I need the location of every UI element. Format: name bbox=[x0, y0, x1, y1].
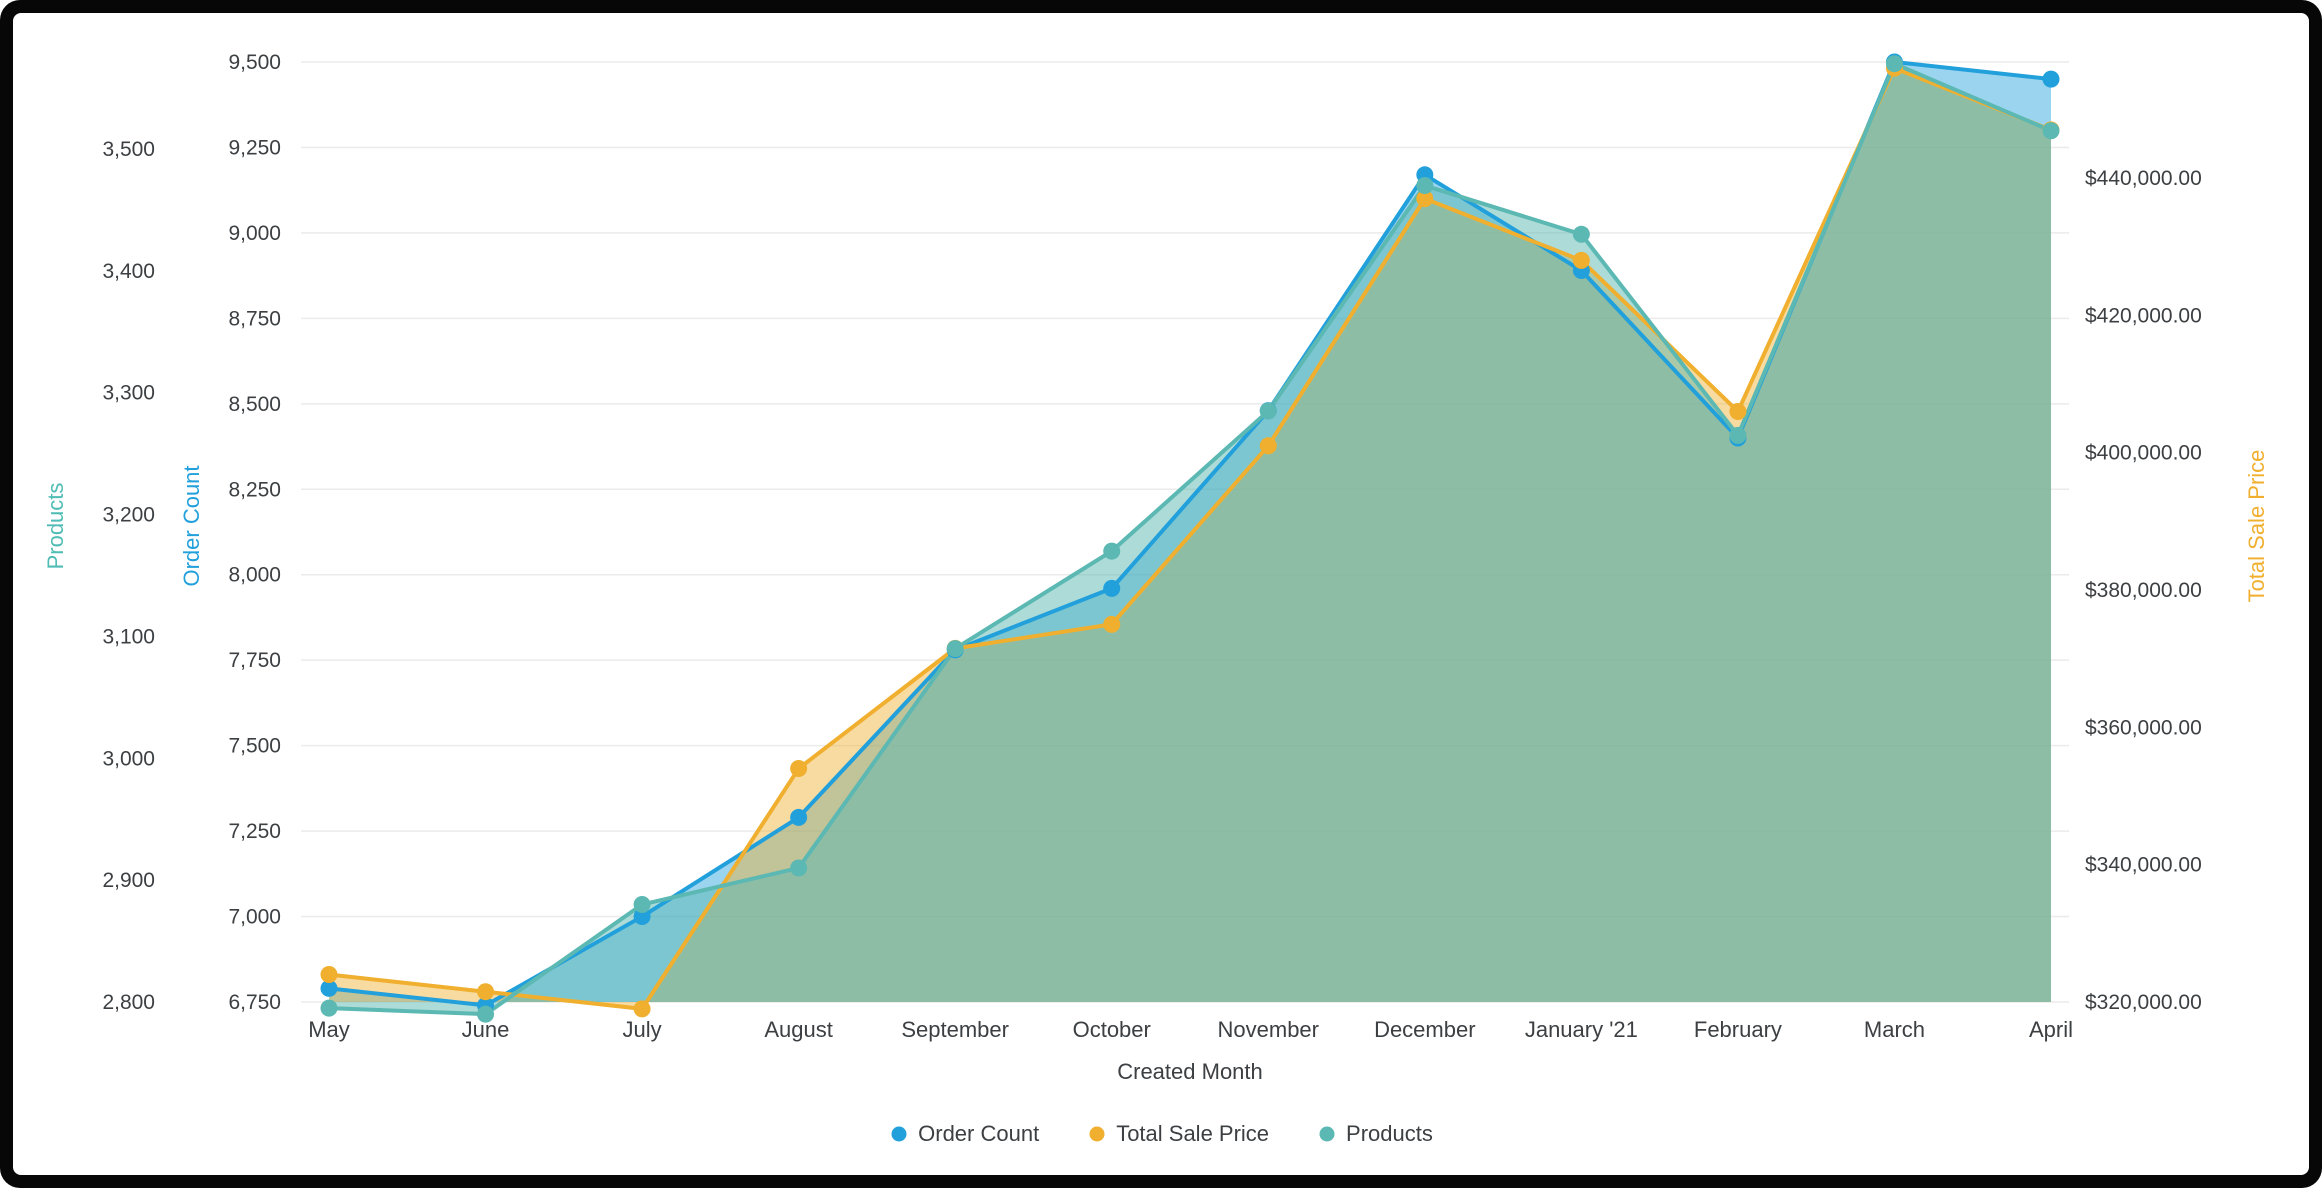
order_count-tick-label: 9,000 bbox=[228, 222, 281, 245]
line-total-sale-price bbox=[327, 66, 2053, 1011]
x-tick-label: June bbox=[462, 1017, 510, 1042]
legend-label: Products bbox=[1346, 1121, 1433, 1146]
order_count-tick-label: 8,750 bbox=[228, 307, 281, 330]
area-products bbox=[329, 63, 2051, 1015]
products-tick-label: 3,300 bbox=[102, 382, 155, 405]
x-tick-label: December bbox=[1374, 1017, 1475, 1042]
order_count-tick-label: 7,000 bbox=[228, 906, 281, 929]
legend-label: Order Count bbox=[918, 1121, 1040, 1146]
order-count-axis-title: Order Count bbox=[179, 465, 204, 587]
point-total-sale-price-october[interactable] bbox=[1103, 615, 1121, 633]
point-products-june[interactable] bbox=[477, 1005, 495, 1023]
point-order-count-august[interactable] bbox=[790, 808, 808, 826]
point-products-may[interactable] bbox=[320, 999, 338, 1017]
point-total-sale-price-february[interactable] bbox=[1729, 402, 1747, 420]
x-tick-label: July bbox=[623, 1017, 662, 1042]
point-total-sale-price-august[interactable] bbox=[790, 760, 808, 778]
point-products-january-21[interactable] bbox=[1572, 225, 1590, 243]
legend-item-order-count[interactable]: Order Count bbox=[889, 1121, 1039, 1147]
point-total-sale-price-january-21[interactable] bbox=[1572, 251, 1590, 269]
point-order-count-may[interactable] bbox=[320, 979, 338, 997]
x-tick-label: September bbox=[901, 1017, 1009, 1042]
order_count-tick-label: 8,250 bbox=[228, 478, 281, 501]
order_count-tick-label: 9,250 bbox=[228, 136, 281, 159]
products-tick-label: 3,400 bbox=[102, 260, 155, 283]
total_sale_price-tick-label: $340,000.00 bbox=[2085, 854, 2202, 877]
chart-panel: 6,750 7,000 7,250 7,500 7,750 8,000 8,250 8,500… bbox=[13, 13, 2309, 1175]
order_count-tick-label: 7,750 bbox=[228, 649, 281, 672]
point-products-march[interactable] bbox=[1885, 55, 1903, 73]
total_sale_price-tick-label: $380,000.00 bbox=[2085, 579, 2202, 602]
products-tick-label: 2,800 bbox=[102, 991, 155, 1014]
point-total-sale-price-may[interactable] bbox=[320, 966, 338, 984]
total-sale-price-axis-title: Total Sale Price bbox=[2244, 449, 2269, 603]
x-axis-title: Created Month bbox=[1117, 1059, 1263, 1084]
point-products-september[interactable] bbox=[946, 640, 964, 658]
products-axis-title: Products bbox=[43, 482, 68, 570]
total_sale_price-tick-label: $320,000.00 bbox=[2085, 991, 2202, 1014]
total_sale_price-tick-label: $440,000.00 bbox=[2085, 167, 2202, 190]
point-products-february[interactable] bbox=[1729, 426, 1747, 444]
products-tick-label: 2,900 bbox=[102, 869, 155, 892]
order_count-tick-label: 6,750 bbox=[228, 991, 281, 1014]
total_sale_price-tick-label: $420,000.00 bbox=[2085, 304, 2202, 327]
line-products bbox=[327, 61, 2053, 1017]
x-tick-label: May bbox=[308, 1017, 350, 1042]
point-products-november[interactable] bbox=[1259, 402, 1277, 420]
point-products-april[interactable] bbox=[2042, 122, 2060, 140]
point-total-sale-price-july[interactable] bbox=[633, 1000, 651, 1018]
x-tick-label: October bbox=[1073, 1017, 1151, 1042]
area-chart[interactable]: 6,750 7,000 7,250 7,500 7,750 8,000 8,250 8,500… bbox=[13, 13, 2309, 1175]
point-products-december[interactable] bbox=[1416, 177, 1434, 195]
products-tick-label: 3,100 bbox=[102, 625, 155, 648]
x-tick-label: November bbox=[1218, 1017, 1319, 1042]
point-total-sale-price-november[interactable] bbox=[1259, 437, 1277, 455]
x-tick-label: April bbox=[2029, 1017, 2073, 1042]
point-order-count-october[interactable] bbox=[1103, 579, 1121, 597]
legend-label: Total Sale Price bbox=[1116, 1121, 1270, 1146]
x-tick-label: March bbox=[1864, 1017, 1925, 1042]
point-products-july[interactable] bbox=[633, 896, 651, 914]
legend-item-total-sale-price[interactable]: Total Sale Price bbox=[1087, 1121, 1269, 1147]
point-order-count-april[interactable] bbox=[2042, 70, 2060, 88]
products-tick-label: 3,200 bbox=[102, 504, 155, 527]
point-order-count-july[interactable] bbox=[633, 908, 651, 926]
legend-marker-order-count-icon bbox=[891, 1126, 907, 1142]
point-products-october[interactable] bbox=[1103, 542, 1121, 560]
total_sale_price-tick-label: $360,000.00 bbox=[2085, 716, 2202, 739]
point-products-august[interactable] bbox=[790, 859, 808, 877]
order_count-tick-label: 7,500 bbox=[228, 735, 281, 758]
x-tick-label: February bbox=[1694, 1017, 1782, 1042]
legend: Order Count Total Sale Price Products bbox=[13, 1121, 2309, 1147]
order_count-tick-label: 7,250 bbox=[228, 820, 281, 843]
order_count-tick-label: 8,500 bbox=[228, 393, 281, 416]
order_count-tick-label: 8,000 bbox=[228, 564, 281, 587]
products-tick-label: 3,500 bbox=[102, 138, 155, 161]
legend-marker-total-sale-price-icon bbox=[1089, 1126, 1105, 1142]
point-total-sale-price-december[interactable] bbox=[1416, 190, 1434, 208]
legend-item-products[interactable]: Products bbox=[1317, 1121, 1433, 1147]
total_sale_price-tick-label: $400,000.00 bbox=[2085, 442, 2202, 465]
products-tick-label: 3,000 bbox=[102, 747, 155, 770]
point-total-sale-price-june[interactable] bbox=[477, 983, 495, 1001]
x-tick-label: August bbox=[764, 1017, 833, 1042]
legend-marker-products-icon bbox=[1319, 1126, 1335, 1142]
x-tick-label: January '21 bbox=[1525, 1017, 1638, 1042]
order_count-tick-label: 9,500 bbox=[228, 51, 281, 74]
